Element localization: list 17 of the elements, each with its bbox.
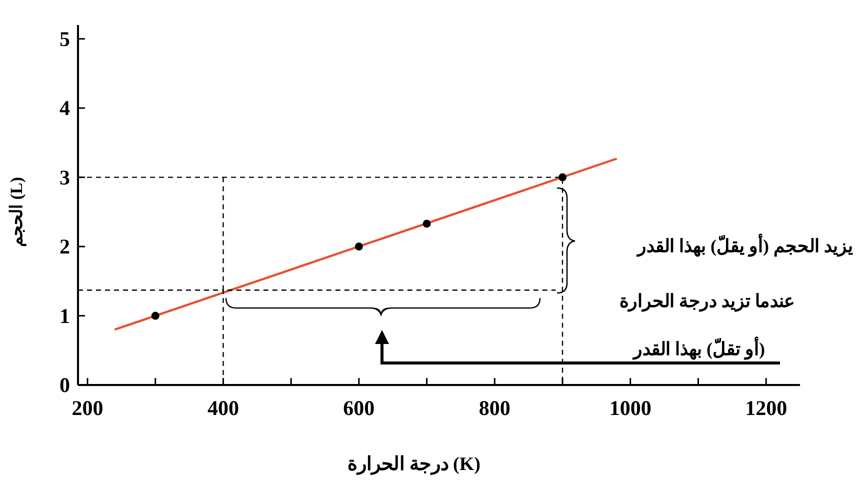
x-tick-label: 1200 [745,396,788,420]
x-tick-label: 600 [343,396,375,420]
x-tick-label: 200 [72,396,104,420]
y-tick-label: 2 [60,234,70,259]
y-axis-title: الحجم (L) [7,176,27,247]
x-tick-label: 1000 [609,396,652,420]
x-tick-label: 800 [478,396,510,420]
x-axis-title: درجة الحرارة (K) [348,454,480,475]
y-tick-label: 5 [60,26,70,51]
y-tick-label: 3 [60,165,70,190]
y-tick-label: 4 [60,96,70,120]
annotation: (أو تقلّ) بهذا القدر [632,337,765,360]
y-tick-label: 1 [60,304,70,328]
x-tick-label: 400 [207,396,239,420]
annotation: عندما تزيد درجة الحرارة [620,291,795,312]
y-tick-label: 0 [60,373,70,397]
annotation: يزيد الحجم (أو يقلّ) بهذا القدر [636,234,853,257]
